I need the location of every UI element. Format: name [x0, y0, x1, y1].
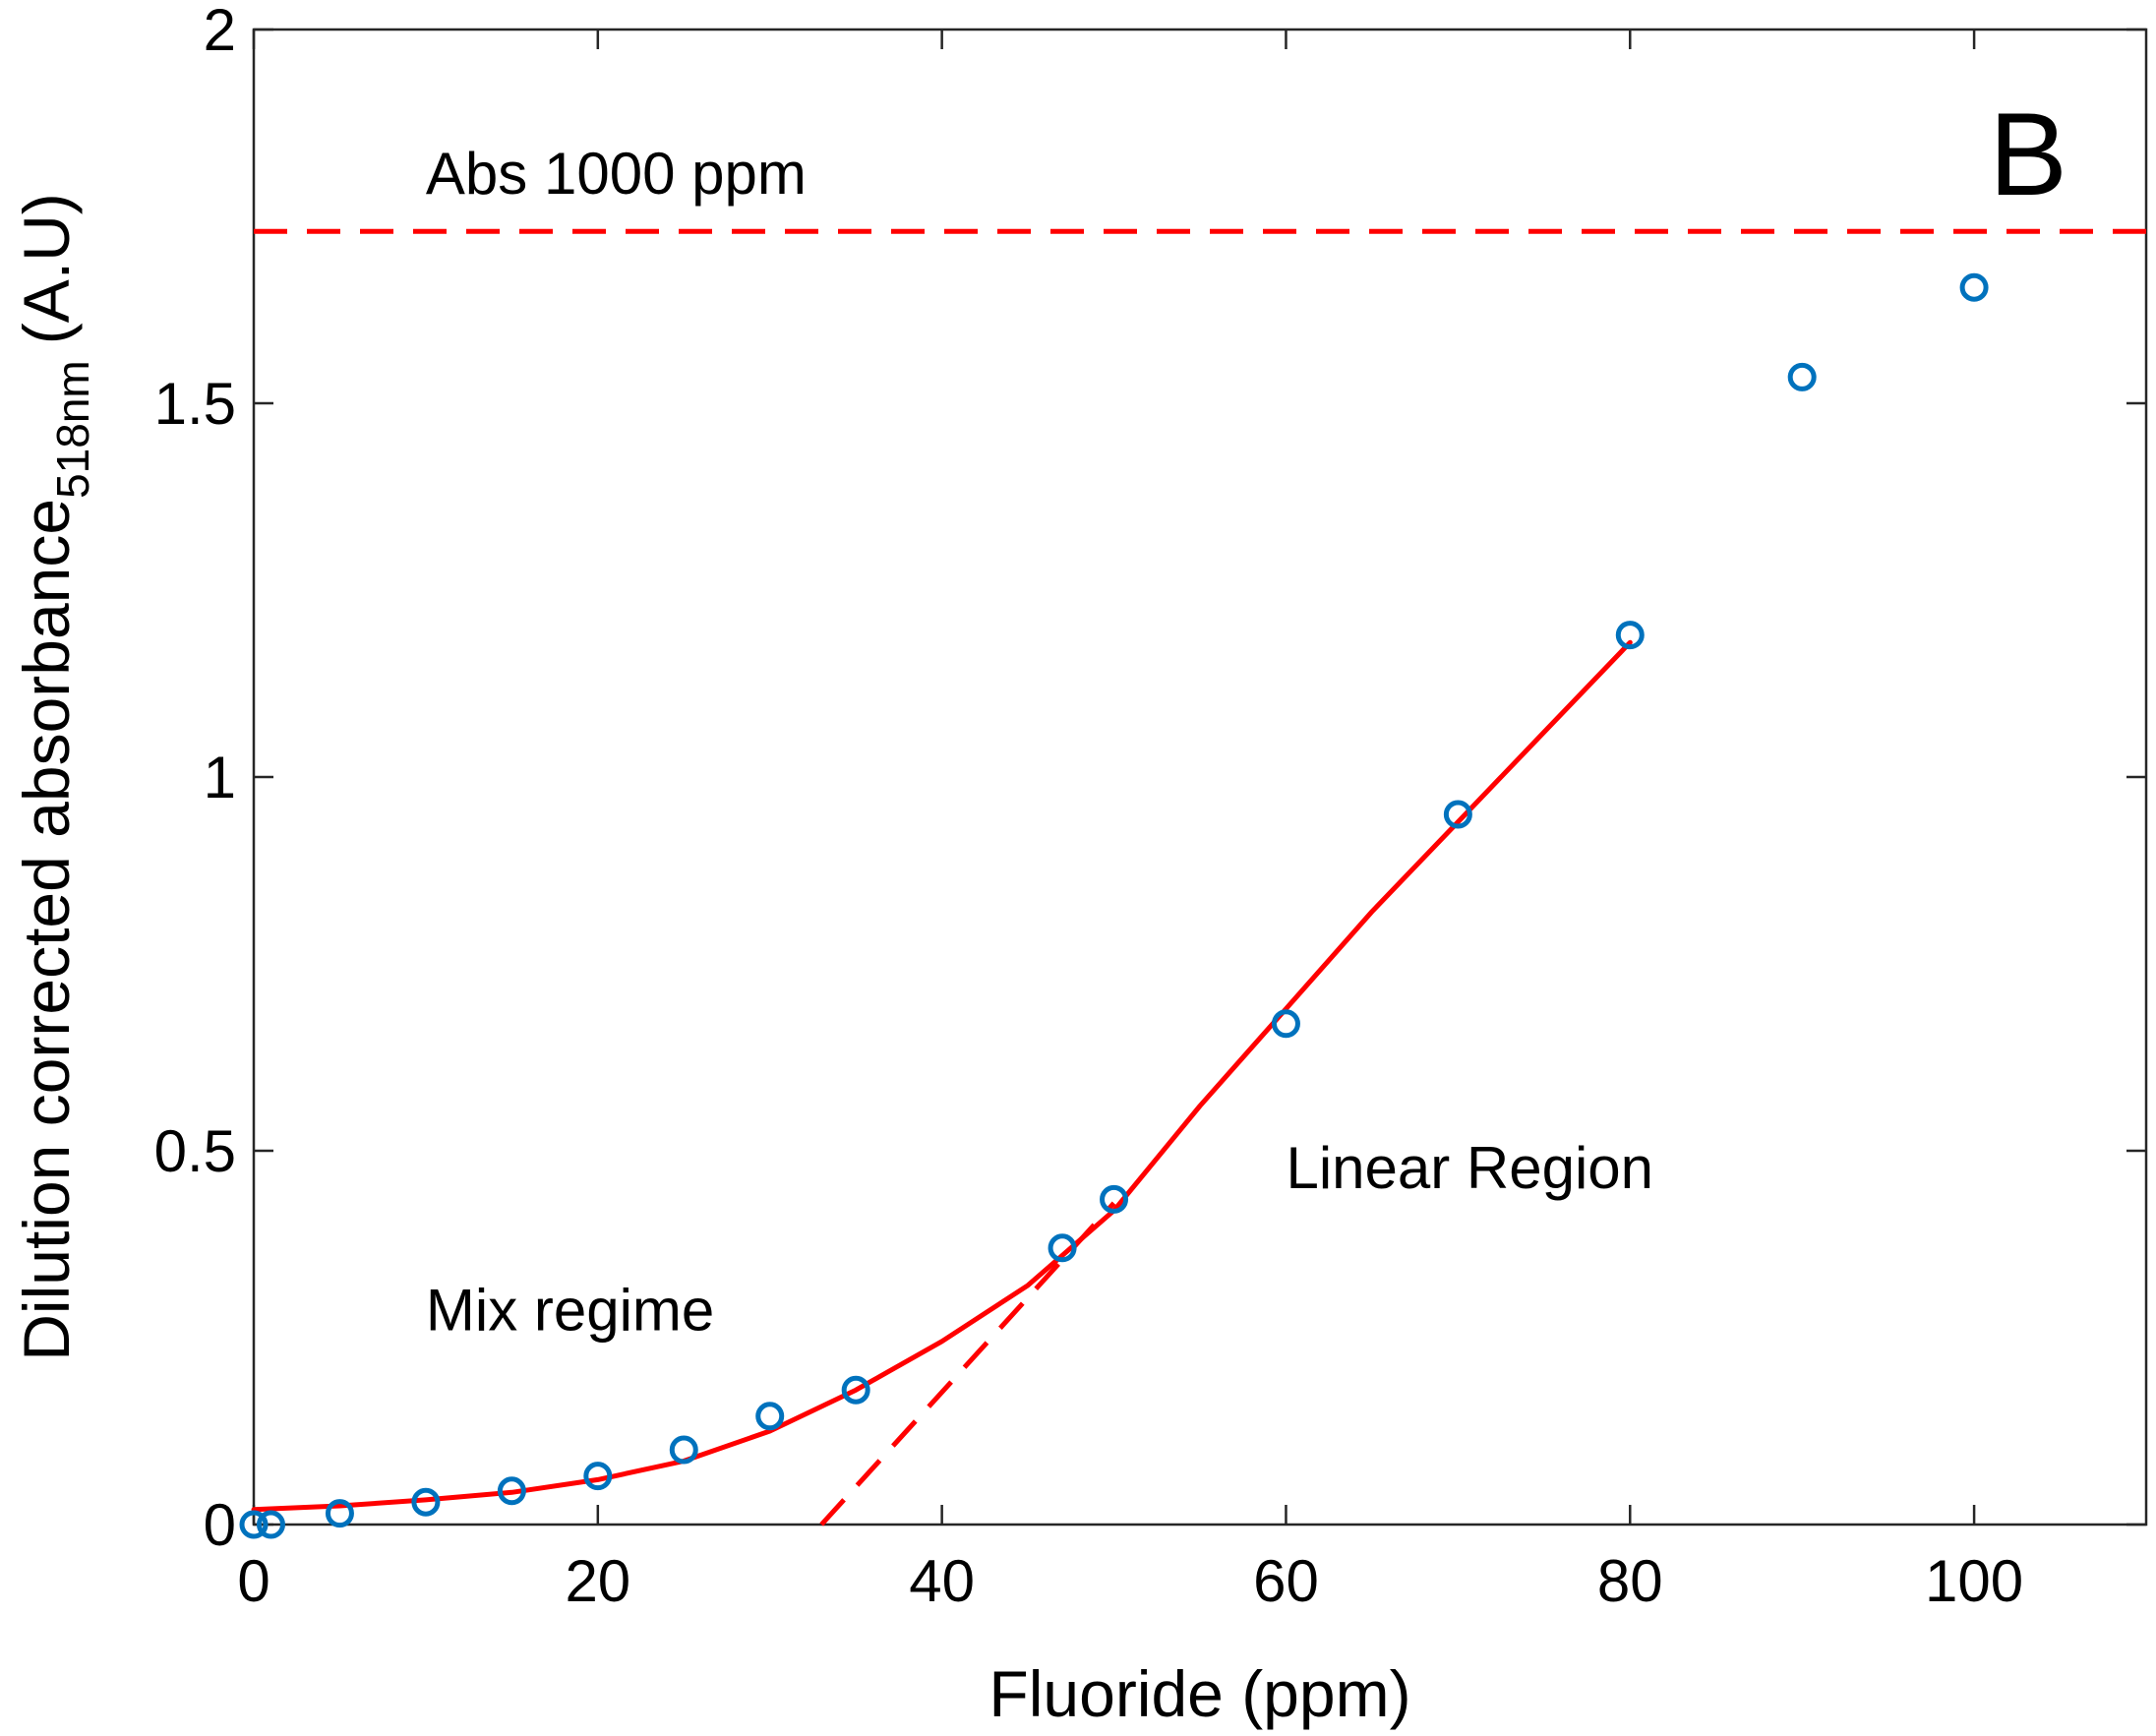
- data-point: [256, 1510, 285, 1539]
- data-point: [1443, 800, 1472, 829]
- annotation-mix-regime: Mix regime: [426, 1277, 714, 1343]
- data-point: [755, 1402, 785, 1431]
- y-tick-label: 0: [204, 1492, 236, 1558]
- plot-area: [252, 28, 2148, 1526]
- x-tick-label: 40: [909, 1548, 975, 1614]
- panel-label: B: [1989, 89, 2067, 220]
- annotation-abs-1000ppm: Abs 1000 ppm: [426, 141, 807, 207]
- x-tick-label: 0: [237, 1548, 270, 1614]
- data-point: [669, 1435, 698, 1465]
- x-axis-label: Fluoride (ppm): [988, 1657, 1410, 1730]
- data-point: [1271, 1009, 1300, 1039]
- annotation-linear-region: Linear Region: [1286, 1135, 1653, 1201]
- chart-markers: [239, 272, 1989, 1539]
- data-point: [1787, 362, 1817, 391]
- fit-line: [251, 639, 1633, 1513]
- x-tick-label: 100: [1925, 1548, 2023, 1614]
- data-point: [411, 1487, 441, 1517]
- y-axis-label-main: Dilution corrected absorbance: [10, 499, 83, 1361]
- data-point: [583, 1462, 613, 1491]
- data-point: [1100, 1184, 1129, 1214]
- y-axis-label-unit: (A.U): [10, 193, 83, 344]
- y-tick-label: 2: [204, 0, 236, 63]
- data-point: [1615, 621, 1645, 650]
- y-tick-label: 1.5: [154, 371, 236, 437]
- data-point: [1959, 272, 1989, 302]
- y-axis-label: Dilution corrected absorbance518nm (A.U): [10, 193, 98, 1360]
- y-tick-label: 1: [204, 745, 236, 810]
- data-point: [239, 1510, 269, 1539]
- x-tick-label: 20: [565, 1548, 630, 1614]
- data-point: [325, 1499, 354, 1528]
- chart-lines: [251, 228, 2146, 1526]
- data-point: [1048, 1233, 1077, 1263]
- y-axis-label-subscript: 518nm: [47, 360, 98, 499]
- chart-labels: 0 20 40 60 80 100 0 0.5 1 1.5 2 Abs 1000 ppm Linear …: [154, 0, 2024, 1614]
- x-tick-label: 60: [1253, 1548, 1319, 1614]
- data-point: [497, 1476, 526, 1506]
- linear-extrapolation-line: [819, 1201, 1116, 1526]
- x-tick-label: 80: [1597, 1548, 1663, 1614]
- data-point: [841, 1375, 870, 1405]
- y-tick-label: 0.5: [154, 1118, 236, 1184]
